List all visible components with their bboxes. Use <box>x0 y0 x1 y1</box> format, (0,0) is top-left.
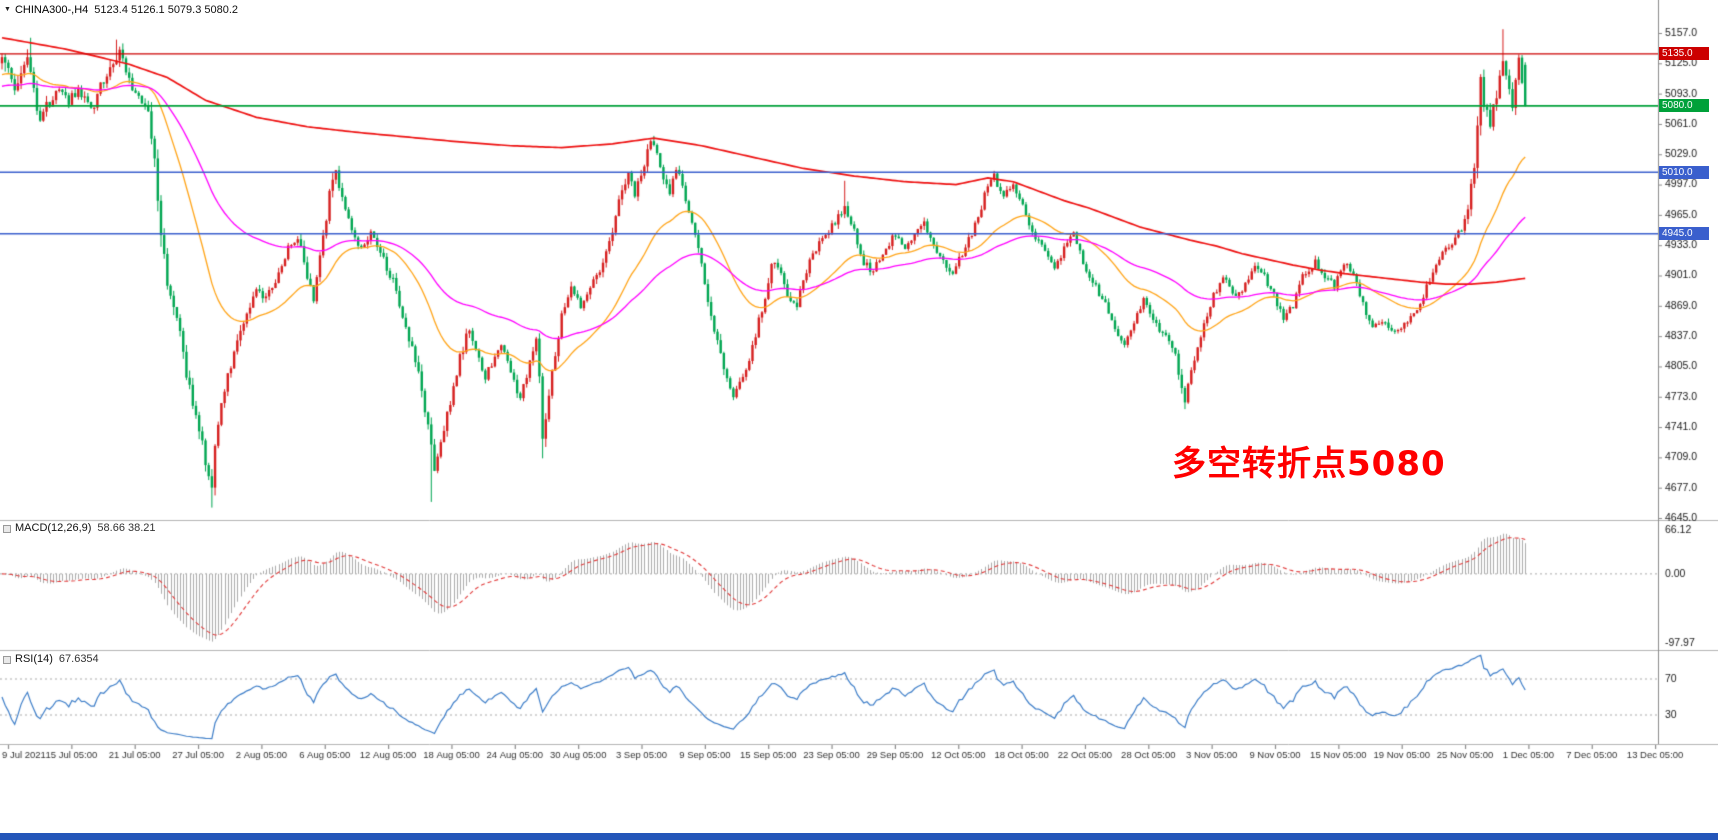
macd-panel-icon[interactable] <box>3 525 11 533</box>
symbol-title: CHINA300-,H4 <box>14 4 89 16</box>
rsi-panel-icon[interactable] <box>3 656 11 664</box>
macd-indicator-values: 58.66 38.21 <box>97 522 156 534</box>
price-line-tag: 5010.0 <box>1659 165 1709 179</box>
macd-label: MACD(12,26,9) 58.66 38.21 <box>15 522 156 534</box>
ohlc-values: 5123.4 5126.1 5079.3 5080.2 <box>94 4 239 16</box>
macd-indicator-name: MACD(12,26,9) <box>15 522 92 534</box>
price-line-tag: 5135.0 <box>1659 47 1709 61</box>
bottom-bar <box>0 833 1718 840</box>
rsi-label: RSI(14) 67.6354 <box>15 653 99 665</box>
chart-dropdown-icon[interactable]: ▼ <box>4 6 11 13</box>
rsi-indicator-value: 67.6354 <box>58 653 99 665</box>
chart-annotation: 多空转折点5080 <box>1172 444 1446 484</box>
symbol-info: ▼ CHINA300-,H4 5123.4 5126.1 5079.3 5080.2 <box>4 4 238 18</box>
price-line-tag: 4945.0 <box>1659 227 1709 241</box>
rsi-indicator-name: RSI(14) <box>15 653 53 665</box>
price-line-tag: 5080.0 <box>1659 99 1709 113</box>
